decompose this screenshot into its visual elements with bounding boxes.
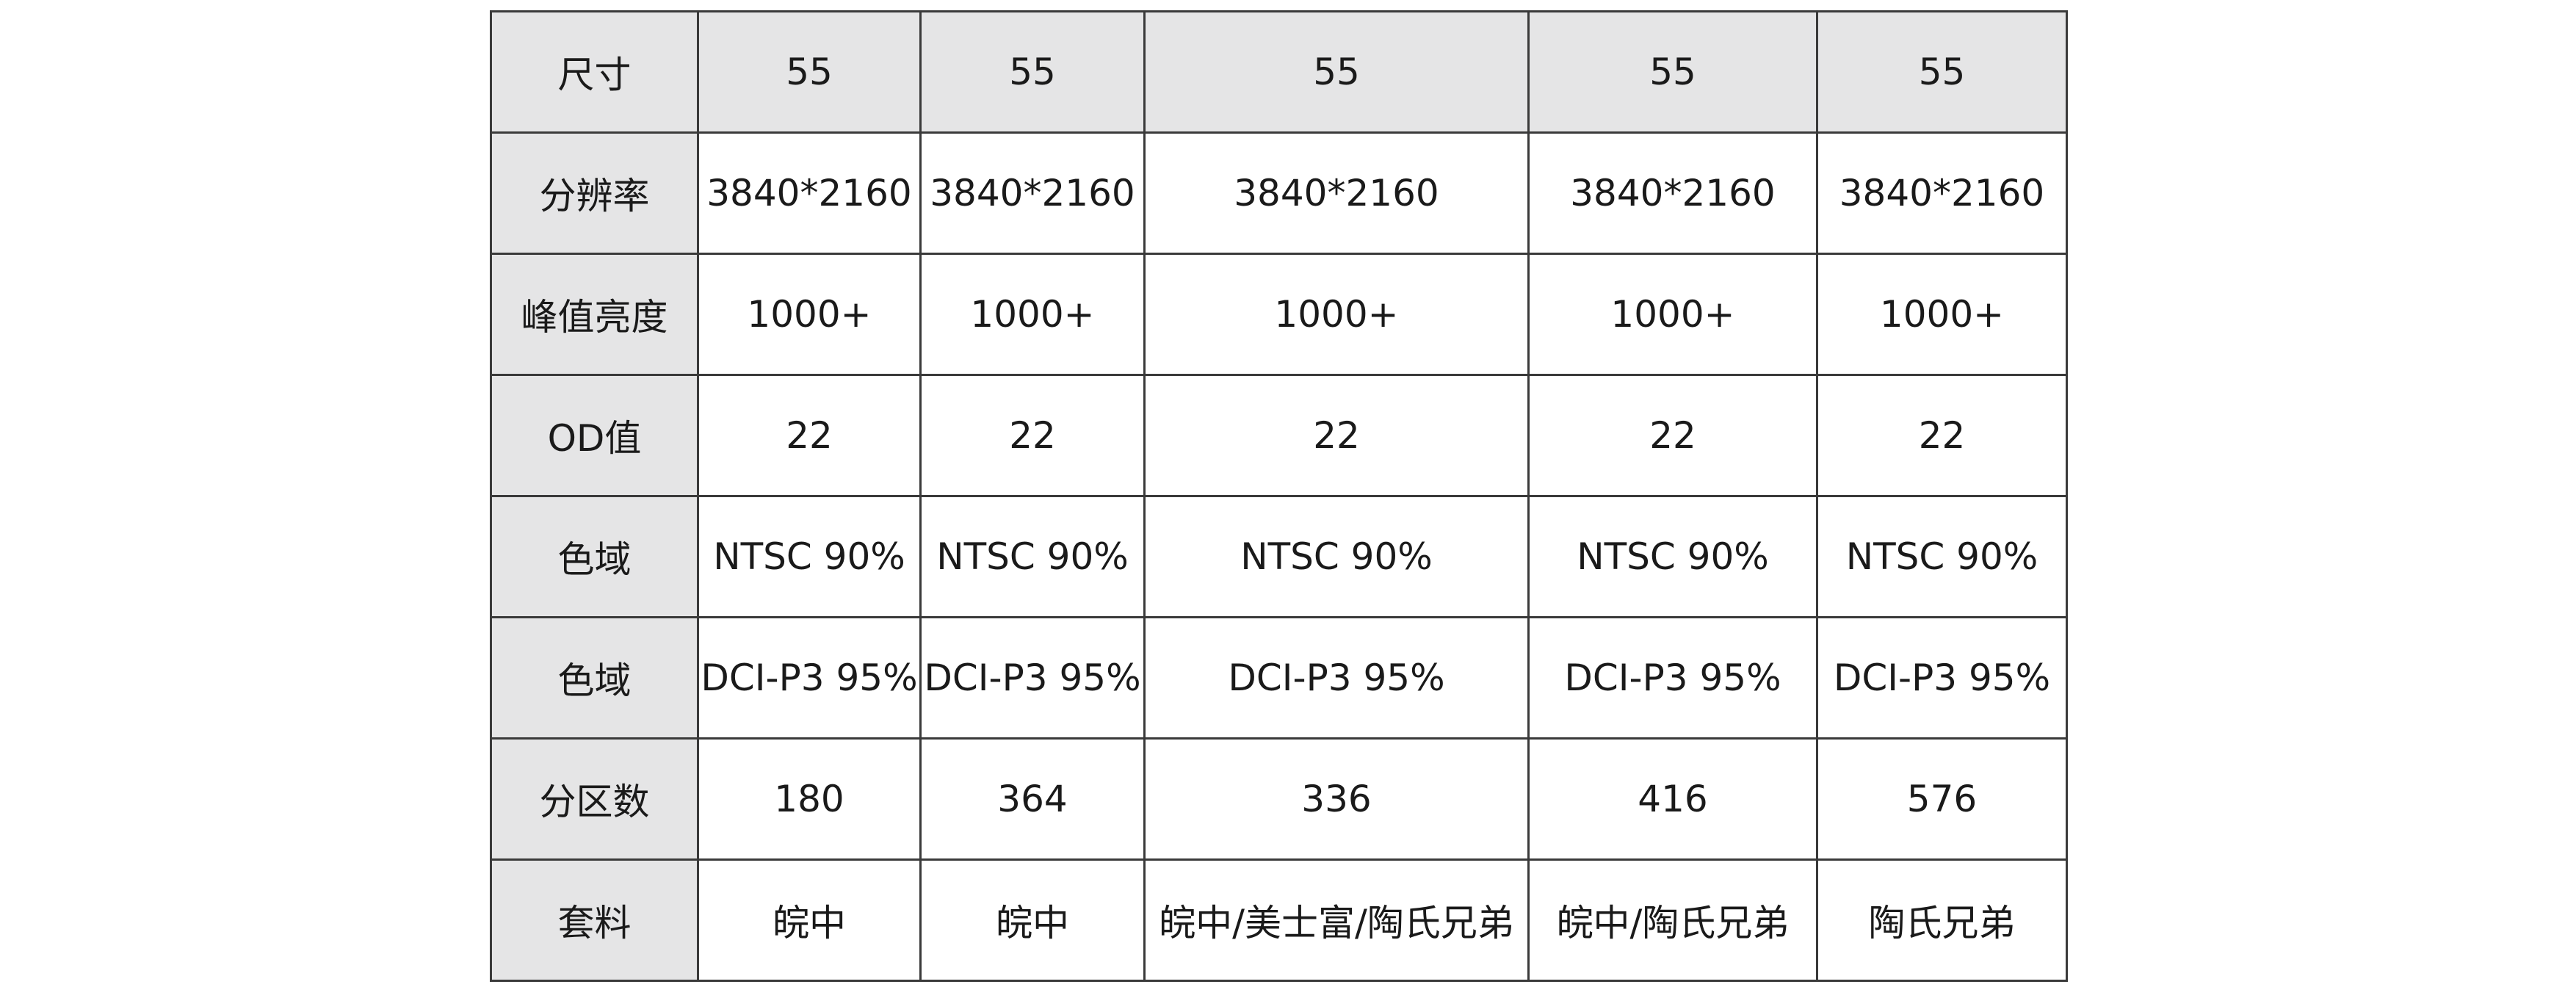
table-cell: 1000+ [1527, 253, 1818, 376]
table-cell: DCI-P3 95% [1143, 616, 1530, 740]
table-cell: 3840*2160 [919, 131, 1146, 255]
table-cell: 180 [697, 737, 922, 861]
table-cell: 55 [919, 10, 1146, 134]
table-cell: 3840*2160 [697, 131, 922, 255]
table-cell: NTSC 90% [1143, 495, 1530, 618]
table-cell: 416 [1527, 737, 1818, 861]
table-cell: NTSC 90% [697, 495, 922, 618]
row-label: 色域 [490, 616, 699, 740]
table-cell: 364 [919, 737, 1146, 861]
table-cell: 55 [1143, 10, 1530, 134]
row-label: OD值 [490, 374, 699, 497]
table-cell: NTSC 90% [919, 495, 1146, 618]
table-cell: 1000+ [1143, 253, 1530, 376]
table-cell: 皖中 [919, 858, 1146, 982]
table-row-material-kit: 套料 皖中 皖中 皖中/美士富/陶氏兄弟 皖中/陶氏兄弟 陶氏兄弟 [490, 858, 2068, 982]
table-cell: 1000+ [919, 253, 1146, 376]
table-cell: 55 [1527, 10, 1818, 134]
row-label: 峰值亮度 [490, 253, 699, 376]
table-cell: 1000+ [697, 253, 922, 376]
table-cell: 576 [1816, 737, 2068, 861]
table-cell: 3840*2160 [1527, 131, 1818, 255]
table-cell: 55 [697, 10, 922, 134]
table-cell: 22 [1143, 374, 1530, 497]
table-cell: 3840*2160 [1816, 131, 2068, 255]
table-cell: DCI-P3 95% [1527, 616, 1818, 740]
row-label: 分区数 [490, 737, 699, 861]
table-cell: 1000+ [1816, 253, 2068, 376]
spec-table-container: 尺寸 55 55 55 55 55 分辨率 3840*2160 3840*216… [490, 10, 2068, 982]
table-cell: NTSC 90% [1816, 495, 2068, 618]
table-row-od-value: OD值 22 22 22 22 22 [490, 374, 2068, 497]
table-cell: DCI-P3 95% [697, 616, 922, 740]
table-cell: 336 [1143, 737, 1530, 861]
table-cell: 22 [919, 374, 1146, 497]
table-row-gamut-ntsc: 色域 NTSC 90% NTSC 90% NTSC 90% NTSC 90% N… [490, 495, 2068, 618]
table-cell: 皖中/陶氏兄弟 [1527, 858, 1818, 982]
row-label: 分辨率 [490, 131, 699, 255]
table-cell: 22 [1816, 374, 2068, 497]
table-cell: 3840*2160 [1143, 131, 1530, 255]
row-label: 色域 [490, 495, 699, 618]
table-row-size: 尺寸 55 55 55 55 55 [490, 10, 2068, 134]
row-label: 尺寸 [490, 10, 699, 134]
spec-table: 尺寸 55 55 55 55 55 分辨率 3840*2160 3840*216… [490, 10, 2068, 982]
table-row-zone-count: 分区数 180 364 336 416 576 [490, 737, 2068, 861]
table-cell: 55 [1816, 10, 2068, 134]
table-cell: 22 [697, 374, 922, 497]
table-row-gamut-dci: 色域 DCI-P3 95% DCI-P3 95% DCI-P3 95% DCI-… [490, 616, 2068, 740]
row-label: 套料 [490, 858, 699, 982]
table-row-resolution: 分辨率 3840*2160 3840*2160 3840*2160 3840*2… [490, 131, 2068, 255]
table-row-peak-brightness: 峰值亮度 1000+ 1000+ 1000+ 1000+ 1000+ [490, 253, 2068, 376]
table-cell: DCI-P3 95% [919, 616, 1146, 740]
table-cell: 22 [1527, 374, 1818, 497]
table-cell: DCI-P3 95% [1816, 616, 2068, 740]
table-cell: NTSC 90% [1527, 495, 1818, 618]
table-cell: 皖中 [697, 858, 922, 982]
table-cell: 皖中/美士富/陶氏兄弟 [1143, 858, 1530, 982]
table-cell: 陶氏兄弟 [1816, 858, 2068, 982]
